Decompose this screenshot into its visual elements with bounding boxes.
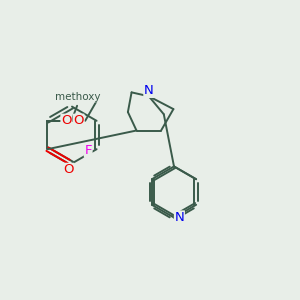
Text: N: N [144, 84, 154, 98]
Text: methoxy: methoxy [55, 92, 101, 102]
Text: O: O [74, 114, 84, 127]
Text: O: O [61, 114, 72, 127]
Text: N: N [175, 211, 184, 224]
Text: F: F [85, 144, 92, 157]
Text: O: O [64, 164, 74, 176]
